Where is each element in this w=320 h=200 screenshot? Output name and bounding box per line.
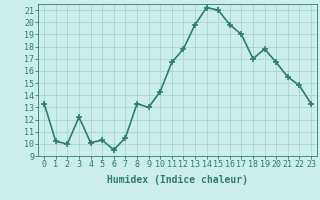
X-axis label: Humidex (Indice chaleur): Humidex (Indice chaleur): [107, 175, 248, 185]
